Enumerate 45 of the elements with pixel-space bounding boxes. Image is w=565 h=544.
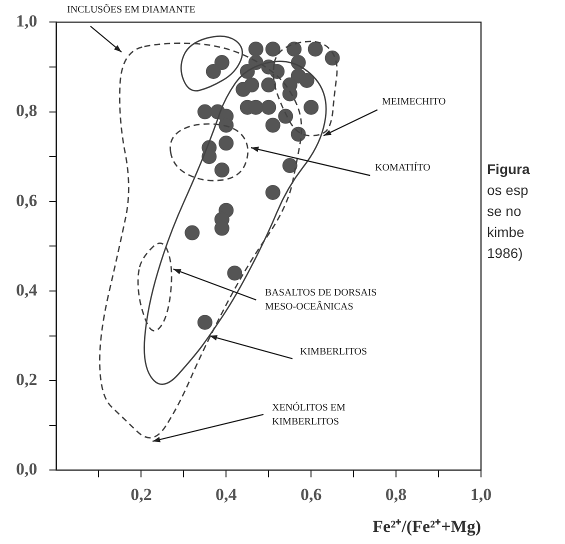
y-tick-label: 1,0: [16, 12, 38, 31]
x-tick-label: 0,6: [300, 484, 322, 504]
point: [218, 136, 234, 151]
point: [278, 108, 294, 124]
x-tick-label: 0,4: [216, 484, 238, 504]
point: [214, 55, 230, 70]
y-tick-label: 0,6: [16, 190, 38, 210]
annotation: MEIMECHITO: [382, 96, 446, 108]
y-tick-label: 0,4: [16, 280, 38, 300]
text: Figura: [487, 160, 530, 177]
point: [184, 225, 200, 240]
point: [265, 184, 280, 200]
y-tick-label: 0,8: [16, 101, 38, 120]
point: [248, 42, 264, 57]
point: [308, 42, 323, 57]
y-tick-label: 0,0: [16, 460, 38, 479]
point: [261, 77, 276, 92]
point: [197, 314, 212, 330]
point: [265, 118, 280, 133]
point: [227, 266, 242, 281]
point: [299, 72, 314, 88]
point: [286, 42, 302, 57]
point: [261, 100, 276, 115]
point: [206, 64, 221, 79]
point: [197, 104, 212, 120]
point: [282, 158, 298, 174]
point: [304, 100, 319, 115]
point: [324, 50, 340, 66]
x-tick-label: 1,0: [470, 484, 492, 504]
annotation: XENÓLITOS EM KIMBERLITOS: [272, 402, 346, 428]
point: [265, 42, 280, 57]
x-tick-label: 0,2: [130, 484, 152, 504]
text: kimbe: [487, 224, 525, 240]
x-axis-title: Fe²⁺/(Fe²⁺+Mg): [372, 517, 481, 536]
text: se no: [487, 202, 522, 219]
x-tick-label: 0,8: [385, 484, 407, 504]
point: [214, 162, 230, 178]
annotation: KOMATIÍTO: [375, 162, 430, 174]
text: INCLUSÕES EM DIAMANTE: [67, 4, 196, 16]
text: 1986): [487, 244, 523, 261]
annotation: KIMBERLITOS: [300, 346, 368, 358]
y-tick-label: 0,2: [16, 370, 38, 389]
point: [244, 77, 260, 92]
annotation: BASALTOS DE DORSAIS MESO-OCEÂNICAS: [265, 288, 377, 313]
text: os esp: [487, 182, 528, 198]
